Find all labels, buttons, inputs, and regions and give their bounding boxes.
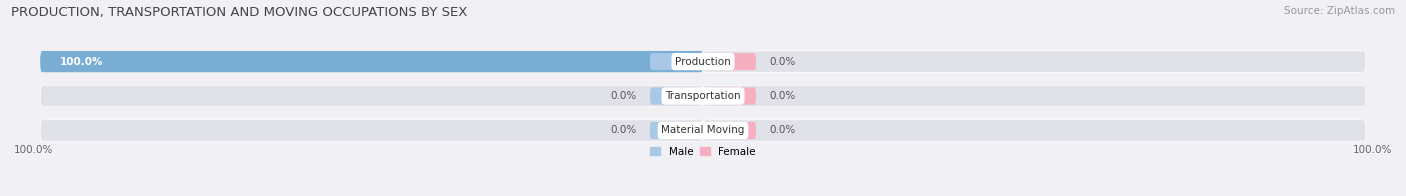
FancyBboxPatch shape <box>703 85 1365 107</box>
FancyBboxPatch shape <box>41 51 703 72</box>
Text: 0.0%: 0.0% <box>769 57 796 67</box>
FancyBboxPatch shape <box>650 53 696 70</box>
FancyBboxPatch shape <box>41 120 703 141</box>
Text: 100.0%: 100.0% <box>1353 145 1392 155</box>
Text: 0.0%: 0.0% <box>769 91 796 101</box>
FancyBboxPatch shape <box>710 53 756 70</box>
FancyBboxPatch shape <box>710 87 756 105</box>
FancyBboxPatch shape <box>703 51 1365 72</box>
Text: Production: Production <box>675 57 731 67</box>
Text: Material Moving: Material Moving <box>661 125 745 135</box>
Text: PRODUCTION, TRANSPORTATION AND MOVING OCCUPATIONS BY SEX: PRODUCTION, TRANSPORTATION AND MOVING OC… <box>11 6 468 19</box>
Text: 0.0%: 0.0% <box>769 125 796 135</box>
Text: 100.0%: 100.0% <box>14 145 53 155</box>
FancyBboxPatch shape <box>41 51 703 72</box>
Legend: Male, Female: Male, Female <box>650 147 756 157</box>
Text: 100.0%: 100.0% <box>60 57 104 67</box>
Text: 0.0%: 0.0% <box>610 125 637 135</box>
FancyBboxPatch shape <box>703 120 1365 141</box>
FancyBboxPatch shape <box>41 85 703 107</box>
Text: Transportation: Transportation <box>665 91 741 101</box>
Text: Source: ZipAtlas.com: Source: ZipAtlas.com <box>1284 6 1395 16</box>
FancyBboxPatch shape <box>710 122 756 139</box>
Text: 0.0%: 0.0% <box>610 91 637 101</box>
FancyBboxPatch shape <box>650 122 696 139</box>
FancyBboxPatch shape <box>650 87 696 105</box>
